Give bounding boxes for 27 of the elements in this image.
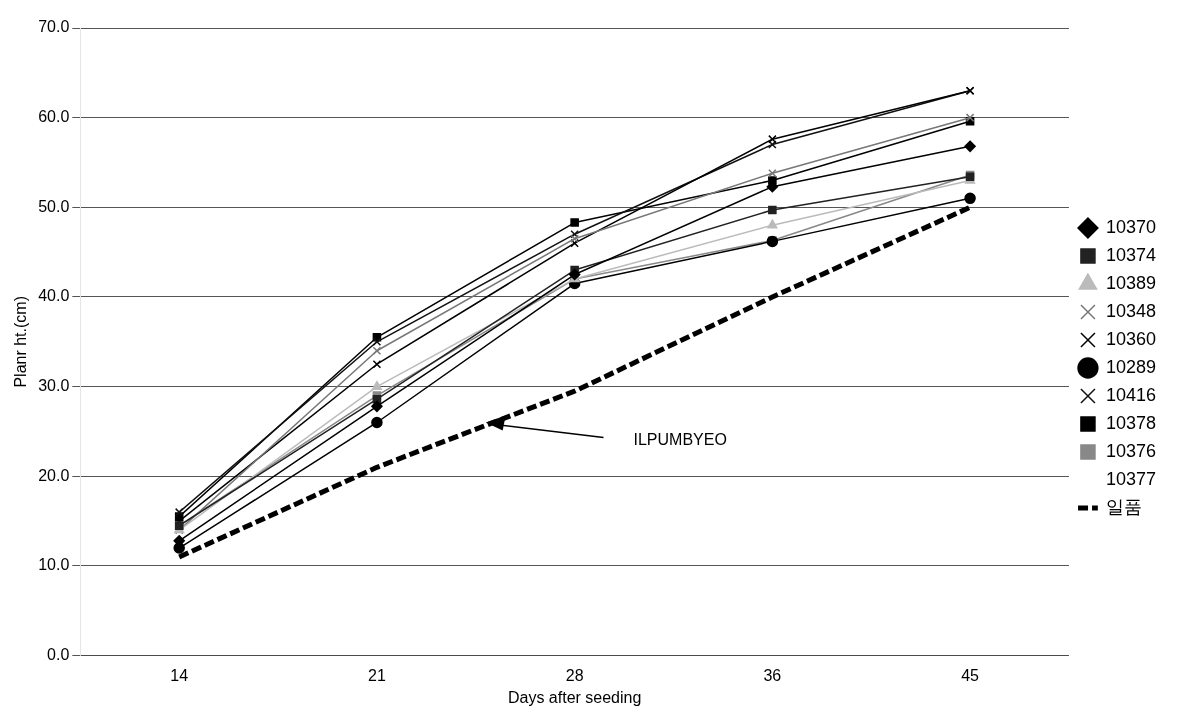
legend-label: 10360: [1105, 328, 1157, 349]
y-tick-label: 70.0: [38, 18, 70, 36]
text: 10377: [1105, 468, 1157, 489]
legend-label: 10370: [1105, 216, 1157, 237]
y-axis-title: Planr ht.(cm): [12, 296, 30, 388]
legend-label: 일품: [1105, 496, 1142, 517]
y-tick-label: 0.0: [47, 646, 70, 664]
legend-label: 10376: [1105, 440, 1157, 461]
x-axis-title: Days after seeding: [507, 688, 642, 706]
legend-label: 10289: [1105, 356, 1157, 377]
x-tick-label: 45: [961, 666, 980, 684]
y-tick-label: 10.0: [38, 556, 70, 574]
legend-label: 10389: [1105, 272, 1157, 293]
x-tick-label: 21: [368, 666, 386, 684]
y-tick-label: 40.0: [38, 287, 70, 305]
annotation: ILPUMBYEO: [633, 430, 727, 448]
legend-label: 10348: [1105, 300, 1157, 321]
x-tick-label: 28: [565, 666, 584, 684]
legend-label: 10378: [1105, 412, 1157, 433]
y-tick-label: 30.0: [38, 377, 70, 395]
y-tick-label: 20.0: [38, 466, 70, 484]
x-tick-label: 14: [170, 666, 189, 684]
y-tick-label: 50.0: [38, 197, 70, 215]
x-tick-label: 36: [763, 666, 782, 684]
legend-label: 10416: [1105, 384, 1157, 405]
y-tick-label: 60.0: [38, 108, 70, 126]
legend-label: 10374: [1105, 244, 1157, 265]
